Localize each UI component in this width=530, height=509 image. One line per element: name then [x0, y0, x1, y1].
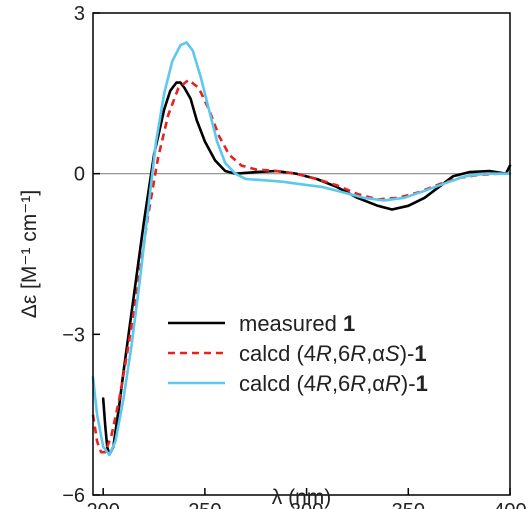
legend-label-2: calcd (4R,6R,αR)-1: [239, 371, 428, 396]
y-tick-label-2: −3: [62, 324, 85, 346]
legend-label-1: calcd (4R,6R,αS)-1: [239, 341, 427, 366]
y-tick-label-3: −6: [62, 485, 85, 507]
x-tick-label-1: 250: [188, 500, 221, 509]
plot-frame: [92, 12, 511, 496]
x-tick-label-3: 350: [392, 500, 425, 509]
series-line-2: [91, 41, 512, 457]
y-tick-label-1: 0: [74, 164, 85, 186]
legend: measured 1 calcd (4R,6R,αS)-1 calcd (4R,6R…: [168, 311, 428, 396]
x-tick-label-2: 300: [290, 500, 323, 509]
tick-layer: 200 250 300 350 400 3 0 −3 −6: [62, 3, 527, 509]
series-layer: [91, 41, 512, 457]
x-tick-label-0: 200: [86, 500, 119, 509]
legend-label-0: measured 1: [239, 311, 355, 336]
y-tick-label-0: 3: [74, 3, 85, 25]
x-tick-label-4: 400: [493, 500, 526, 509]
y-axis-label: Δε [M⁻¹ cm⁻¹]: [18, 190, 41, 318]
x-axis-label: λ (nm): [272, 486, 332, 509]
